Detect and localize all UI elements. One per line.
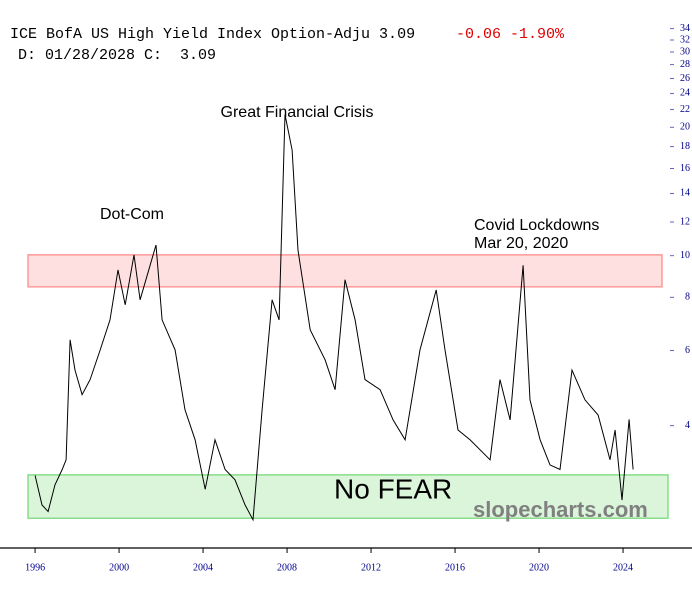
x-tick-label: 2016: [445, 562, 465, 573]
annotation: Dot-Com: [100, 206, 164, 223]
y-tick-label: 32: [680, 34, 690, 45]
x-tick-label: 1996: [25, 562, 45, 573]
y-tick-label: 26: [680, 73, 690, 84]
y-tick-label: 18: [680, 141, 690, 152]
y-tick-label: 10: [680, 250, 690, 261]
y-tick-label: 6: [685, 345, 690, 356]
y-tick-label: 28: [680, 59, 690, 70]
y-tick-label: 8: [685, 291, 690, 302]
y-tick-label: 12: [680, 216, 690, 227]
chart-title: ICE BofA US High Yield Index Option-Adju…: [10, 26, 415, 43]
y-tick-label: 30: [680, 46, 690, 57]
y-tick-label: 22: [680, 104, 690, 115]
x-tick-label: 2012: [361, 562, 381, 573]
x-tick-label: 2020: [529, 562, 549, 573]
x-tick-label: 2004: [193, 562, 213, 573]
change: -0.06 -1.90%: [456, 26, 565, 43]
y-tick-label: 16: [680, 163, 690, 174]
series-line: [34, 114, 634, 522]
y-tick-label: 14: [680, 188, 690, 199]
y-tick-label: 24: [680, 88, 690, 99]
x-tick-label: 2024: [613, 562, 633, 573]
y-tick-label: 34: [680, 23, 690, 34]
annotation: Covid Lockdowns: [474, 217, 599, 234]
annotation: slopecharts.com: [473, 497, 648, 522]
subtitle: D: 01/28/2028 C: 3.09: [18, 47, 216, 64]
y-tick-label: 20: [680, 121, 690, 132]
x-tick-label: 2008: [277, 562, 297, 573]
x-tick-label: 2000: [109, 562, 129, 573]
annotation: Great Financial Crisis: [221, 104, 374, 121]
band: [27, 474, 669, 520]
annotation: Mar 20, 2020: [474, 235, 568, 252]
y-tick-label: 4: [685, 420, 690, 431]
annotation: No FEAR: [334, 473, 452, 504]
